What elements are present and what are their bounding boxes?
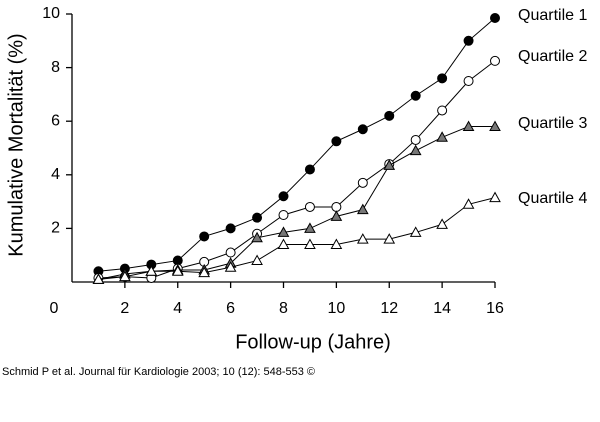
series-label: Quartile 2 [518, 48, 587, 65]
marker [410, 134, 421, 145]
marker [383, 159, 396, 170]
marker [357, 124, 368, 135]
series-label: Quartile 1 [518, 7, 587, 24]
marker [251, 231, 263, 243]
y-tick-label: 10 [42, 5, 60, 22]
x-tick-label: 8 [279, 300, 288, 317]
series-label: Quartile 3 [518, 115, 587, 132]
marker [462, 120, 475, 132]
marker [489, 191, 501, 203]
series-line [98, 17, 496, 272]
marker [383, 233, 396, 244]
x-tick-label: 12 [380, 300, 398, 317]
marker [331, 136, 342, 147]
marker [409, 144, 422, 156]
x-tick-label: 14 [433, 300, 451, 317]
marker [463, 35, 474, 46]
marker [171, 265, 184, 276]
marker [437, 73, 448, 84]
marker [437, 105, 448, 116]
marker [252, 212, 263, 223]
x-tick-label: 10 [327, 300, 345, 317]
marker [331, 201, 342, 212]
marker [251, 254, 263, 266]
marker [145, 265, 158, 276]
marker [225, 223, 236, 234]
y-tick-label: 8 [51, 59, 60, 76]
marker [356, 203, 369, 215]
marker [330, 238, 343, 249]
marker [409, 226, 422, 237]
marker [199, 231, 210, 242]
x-tick-label: 16 [486, 300, 504, 317]
marker [384, 110, 395, 121]
marker [357, 177, 368, 188]
series-label: Quartile 4 [518, 190, 587, 207]
x-tick-label: 4 [173, 300, 182, 317]
marker [463, 76, 474, 86]
marker [410, 90, 421, 101]
marker [224, 261, 237, 272]
y-tick-label: 2 [51, 220, 60, 237]
marker [436, 131, 448, 142]
marker [436, 218, 448, 229]
marker [304, 238, 316, 249]
marker [356, 233, 369, 244]
marker [92, 273, 105, 284]
marker [225, 247, 236, 258]
marker [490, 55, 500, 66]
y-tick-label: 4 [51, 166, 60, 183]
marker [304, 164, 315, 175]
series-line [98, 60, 496, 279]
x-tick-label: 2 [120, 300, 129, 317]
marker [330, 210, 343, 221]
y-tick-label: 6 [51, 112, 60, 129]
marker [277, 226, 290, 237]
marker [277, 238, 290, 249]
caption: Schmid P et al. Journal für Kardiologie … [2, 366, 315, 378]
marker [304, 222, 316, 233]
x-axis-title: Follow-up (Jahre) [235, 331, 391, 353]
x-tick-label: 6 [226, 300, 235, 317]
marker [278, 191, 289, 202]
marker [462, 198, 475, 209]
marker [119, 270, 131, 282]
marker [304, 201, 315, 212]
marker [278, 210, 289, 220]
series-line [98, 197, 496, 280]
x-tick-label: 0 [50, 300, 59, 317]
marker [490, 13, 500, 24]
series-line [98, 126, 495, 280]
marker [489, 120, 501, 132]
marker [198, 266, 211, 278]
y-axis-title: Kumulative Mortalität (%) [5, 33, 27, 256]
